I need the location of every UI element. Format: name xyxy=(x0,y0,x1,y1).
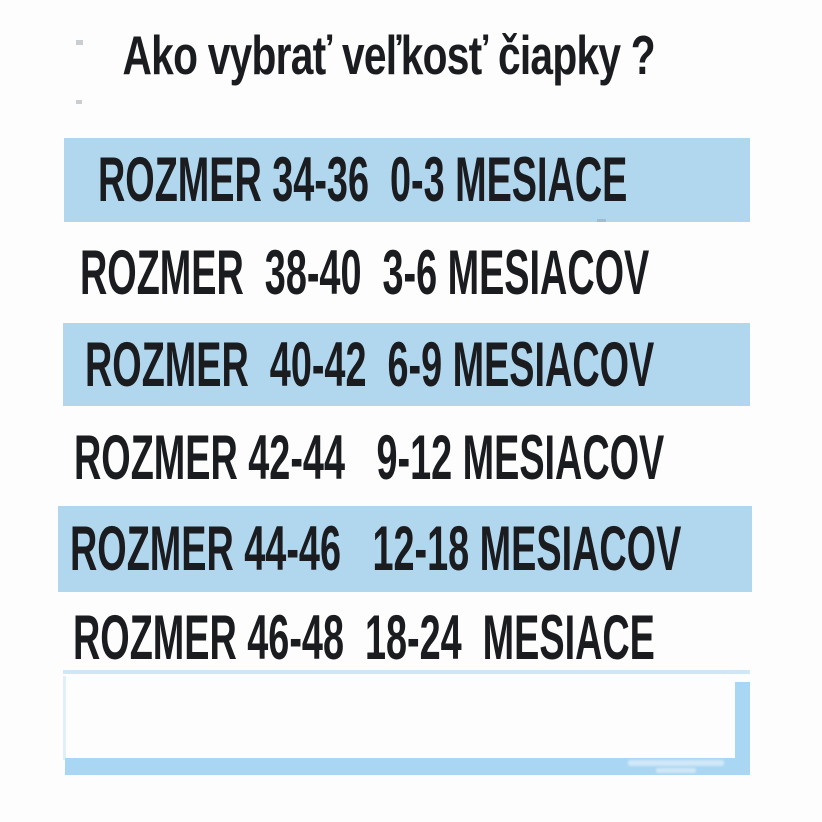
bottom-band-top-edge xyxy=(63,670,750,674)
bottom-band-right-strip xyxy=(735,682,750,775)
scan-speck xyxy=(76,100,82,104)
size-row-40-42: ROZMER 40-42 6-9 MESIACOV xyxy=(63,323,750,406)
scan-speck xyxy=(76,40,83,45)
size-row-34-36: ROZMER 34-36 0-3 MESIACE xyxy=(64,138,750,222)
page-title: Ako vybrať veľkosť čiapky ? xyxy=(0,22,778,88)
size-row-label: ROZMER 46-48 18-24 MESIACE xyxy=(73,603,655,673)
watermark-smudge-line1 xyxy=(628,760,724,766)
bottom-band-left-edge xyxy=(63,676,66,760)
size-row-label: ROZMER 40-42 6-9 MESIACOV xyxy=(85,329,655,400)
page-title-text: Ako vybrať veľkosť čiapky ? xyxy=(122,24,656,86)
faint-watermark xyxy=(628,759,728,774)
size-row-38-40: ROZMER 38-40 3-6 MESIACOV xyxy=(80,233,760,313)
size-row-label: ROZMER 38-40 3-6 MESIACOV xyxy=(80,238,650,308)
bottom-band-bottom-strip xyxy=(65,758,750,775)
scan-speck xyxy=(597,219,606,222)
size-row-label: ROZMER 42-44 9-12 MESIACOV xyxy=(74,423,665,493)
size-row-46-48: ROZMER 46-48 18-24 MESIACE xyxy=(73,598,763,678)
size-row-42-44: ROZMER 42-44 9-12 MESIACOV xyxy=(74,418,764,498)
size-row-44-46: ROZMER 44-46 12-18 MESIACOV xyxy=(58,506,752,592)
size-row-label: ROZMER 34-36 0-3 MESIACE xyxy=(98,145,628,215)
bottom-band-frame xyxy=(63,670,750,775)
size-row-label: ROZMER 44-46 12-18 MESIACOV xyxy=(70,514,682,584)
watermark-smudge-line2 xyxy=(656,768,696,773)
